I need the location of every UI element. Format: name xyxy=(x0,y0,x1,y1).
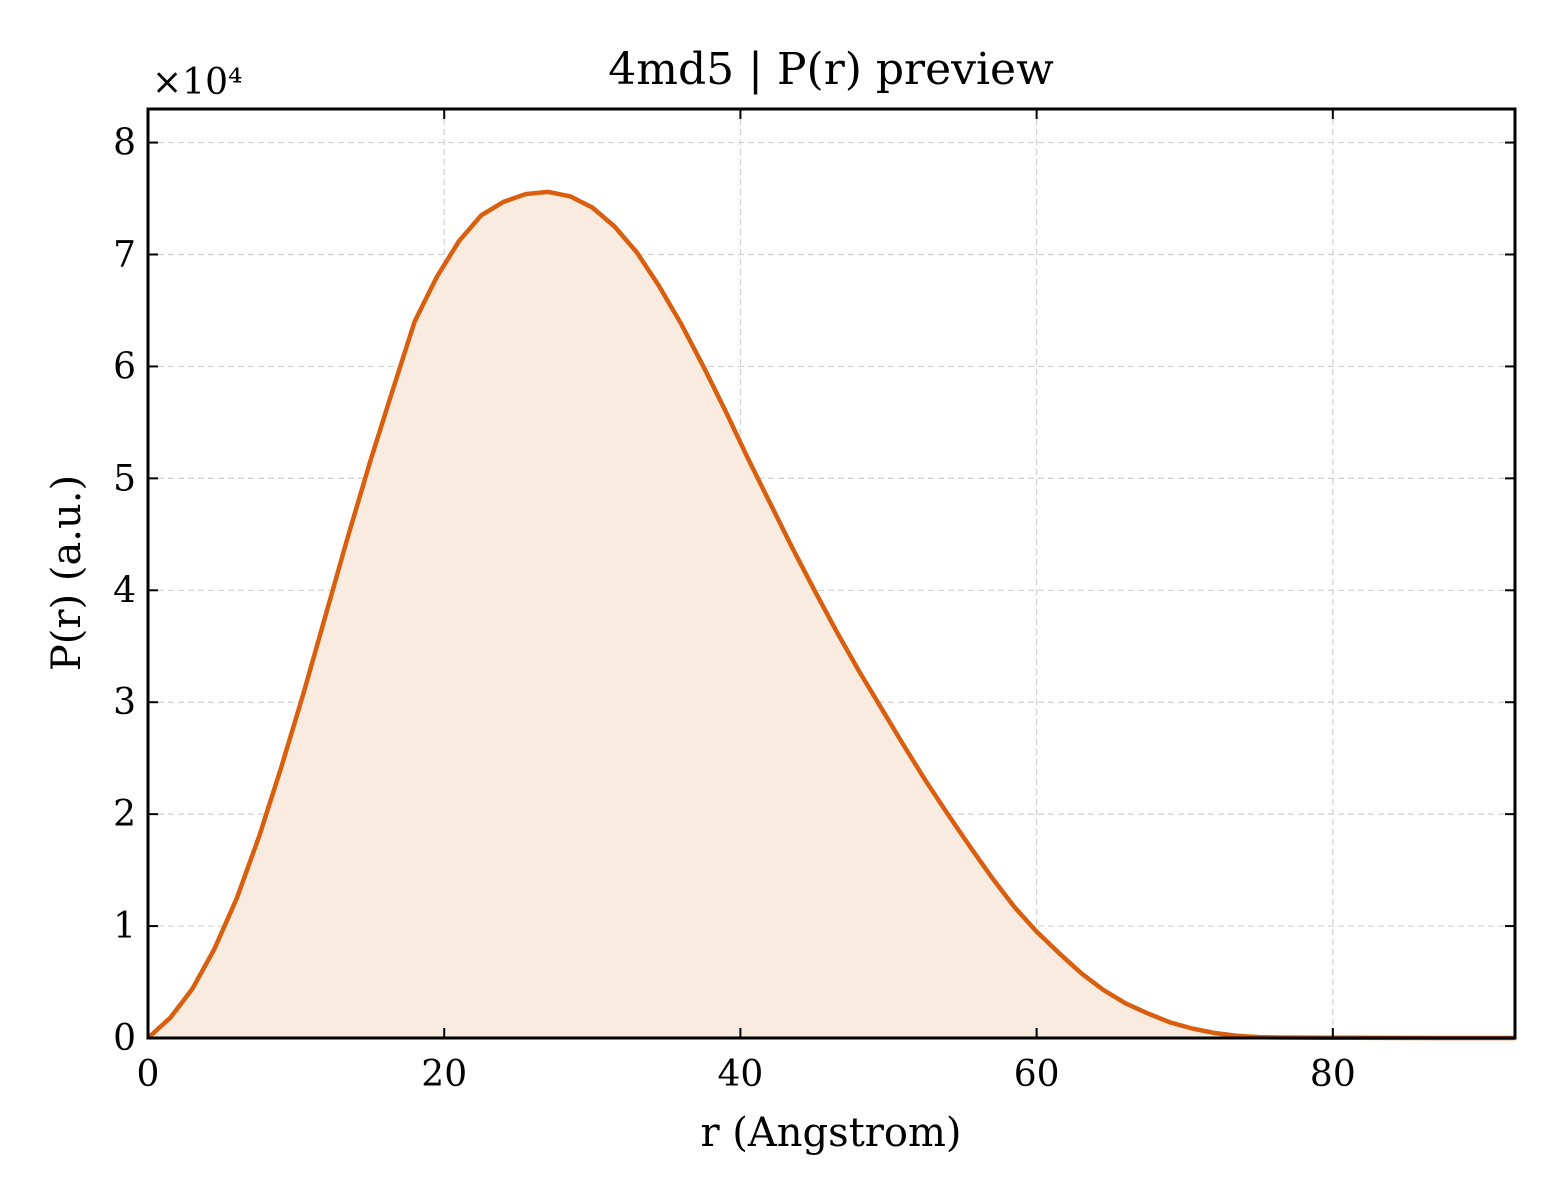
y-tick-label: 0 xyxy=(113,1018,136,1059)
y-tick-label: 3 xyxy=(113,682,136,723)
axis-ticks: 0 20 40 60 80 0 1 2 3 4 5 6 7 8 xyxy=(113,109,1515,1095)
y-scale-exponent: ×10⁴ xyxy=(152,62,242,103)
series-line xyxy=(146,189,1515,1041)
x-tick-label: 80 xyxy=(1310,1054,1356,1095)
x-axis-label: r (Angstrom) xyxy=(700,1110,961,1156)
y-axis-label: P(r) (a.u.) xyxy=(44,475,90,671)
y-tick-label: 4 xyxy=(113,570,136,611)
y-tick-label: 6 xyxy=(113,346,136,387)
y-tick-label: 1 xyxy=(113,906,136,947)
y-tick-label: 7 xyxy=(113,235,136,276)
y-tick-label: 5 xyxy=(113,458,136,499)
chart-title: 4md5 | P(r) preview xyxy=(608,44,1054,95)
x-tick-label: 60 xyxy=(1014,1054,1060,1095)
series-area-fill xyxy=(148,191,1515,1038)
y-tick-label: 2 xyxy=(113,794,136,835)
x-tick-label: 20 xyxy=(421,1054,467,1095)
x-tick-label: 0 xyxy=(137,1054,160,1095)
plot-frame xyxy=(146,107,1517,1040)
x-tick-label: 40 xyxy=(718,1054,764,1095)
y-tick-label: 8 xyxy=(113,123,136,164)
